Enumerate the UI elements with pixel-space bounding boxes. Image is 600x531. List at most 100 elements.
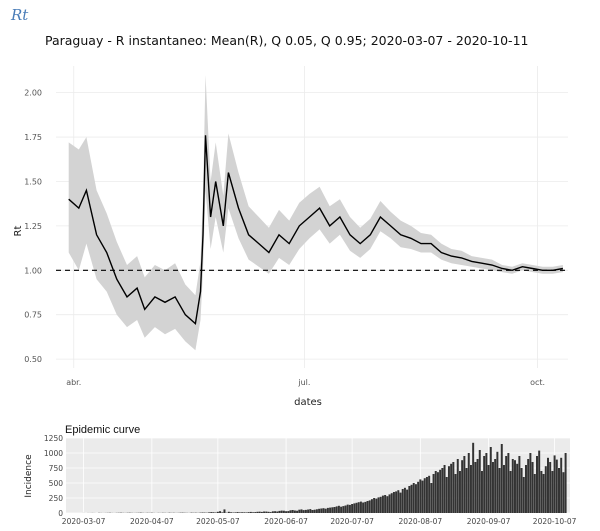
epi-bar-90 xyxy=(280,510,283,513)
epi-bar-100 xyxy=(302,510,305,513)
epi-bar-83 xyxy=(265,511,268,513)
epi-bar-155 xyxy=(423,478,426,513)
rt-x-tick-1: jul. xyxy=(297,378,310,387)
epi-bar-207 xyxy=(538,450,541,513)
epi-bar-70 xyxy=(236,512,239,513)
epi-bar-66 xyxy=(227,511,230,513)
epi-bar-163 xyxy=(441,468,444,513)
epi-y-tick-4: 1000 xyxy=(44,449,63,458)
epi-bar-135 xyxy=(379,496,382,513)
epi-bar-142 xyxy=(395,491,398,513)
epidemic-curve-y-axis-label: Incidence xyxy=(24,454,34,498)
epi-bar-213 xyxy=(551,471,554,513)
epi-bar-109 xyxy=(322,508,325,513)
epi-y-tick-3: 750 xyxy=(49,464,64,473)
epi-bar-152 xyxy=(417,481,420,513)
epi-bar-197 xyxy=(516,463,519,513)
epi-bar-184 xyxy=(487,465,490,513)
epi-bar-131 xyxy=(370,499,373,513)
epi-bar-194 xyxy=(509,471,512,513)
epi-bar-79 xyxy=(256,511,259,513)
epidemic-curve-bars xyxy=(82,442,567,513)
epi-bar-128 xyxy=(364,501,367,513)
epi-bar-127 xyxy=(362,502,365,513)
epi-bar-161 xyxy=(436,472,439,513)
epi-bar-157 xyxy=(428,475,431,513)
epi-bar-123 xyxy=(353,503,356,513)
epi-bar-144 xyxy=(399,492,402,513)
epi-bar-137 xyxy=(384,495,387,513)
epi-bar-58 xyxy=(210,512,213,513)
epi-bar-124 xyxy=(355,502,358,513)
epi-bar-59 xyxy=(212,512,215,513)
epi-bar-219 xyxy=(564,453,567,513)
epi-bar-179 xyxy=(476,459,479,513)
epi-bar-104 xyxy=(311,510,314,513)
epi-bar-196 xyxy=(513,460,516,513)
epi-bar-80 xyxy=(258,511,261,513)
rt-confidence-band xyxy=(68,74,563,351)
epi-bar-91 xyxy=(282,510,285,513)
epi-y-tick-5: 1250 xyxy=(44,434,63,443)
rt-y-tick-5: 1.75 xyxy=(24,133,42,142)
epi-bar-63 xyxy=(221,512,224,513)
epi-bar-189 xyxy=(498,468,501,513)
epi-bar-93 xyxy=(287,511,290,513)
epi-bar-159 xyxy=(432,474,435,513)
rt-x-tick-0: abr. xyxy=(66,378,81,387)
page-label: Rt xyxy=(11,6,29,24)
epi-bar-102 xyxy=(307,509,310,513)
epi-bar-211 xyxy=(547,457,549,513)
epi-bar-181 xyxy=(480,471,483,513)
epi-bar-169 xyxy=(454,474,457,513)
epi-bar-215 xyxy=(555,459,558,513)
epi-bar-86 xyxy=(271,511,274,513)
epi-y-tick-2: 500 xyxy=(49,479,64,488)
epi-bar-112 xyxy=(329,507,332,513)
epi-bar-95 xyxy=(291,510,294,513)
epi-bar-141 xyxy=(392,492,395,513)
epi-bar-176 xyxy=(469,465,472,513)
rt-mean-line xyxy=(68,135,564,325)
epi-bar-204 xyxy=(531,462,534,513)
epi-bar-74 xyxy=(245,512,248,513)
epi-bar-61 xyxy=(216,511,219,513)
epi-bar-153 xyxy=(419,479,422,513)
epi-bar-139 xyxy=(388,494,391,513)
epi-x-tick-1: 2020-04-07 xyxy=(130,517,174,526)
epi-bar-193 xyxy=(507,453,510,513)
epi-bar-180 xyxy=(478,450,481,513)
epi-bar-164 xyxy=(443,465,446,513)
epi-x-tick-6: 2020-09-07 xyxy=(467,517,511,526)
epi-bar-110 xyxy=(324,508,327,513)
epi-bar-81 xyxy=(260,511,263,513)
epi-bar-216 xyxy=(558,468,560,513)
epi-bar-162 xyxy=(439,469,442,513)
epi-bar-118 xyxy=(342,506,345,513)
epi-bar-190 xyxy=(500,444,503,513)
epi-bar-151 xyxy=(414,484,417,513)
epi-bar-182 xyxy=(483,456,486,513)
epi-bar-116 xyxy=(337,505,340,513)
epi-bar-208 xyxy=(540,471,543,513)
epi-bar-185 xyxy=(489,447,492,513)
epi-bar-64 xyxy=(223,509,226,513)
epi-bar-195 xyxy=(511,459,514,513)
epi-bar-140 xyxy=(390,493,393,513)
epi-bar-92 xyxy=(285,511,288,513)
epi-bar-97 xyxy=(296,510,299,513)
epi-bar-106 xyxy=(315,509,318,513)
epi-bar-132 xyxy=(373,498,376,513)
epi-bar-122 xyxy=(351,504,354,513)
epi-bar-107 xyxy=(318,508,321,513)
epi-bar-170 xyxy=(456,459,459,513)
epi-x-tick-4: 2020-07-07 xyxy=(330,517,374,526)
epi-bar-192 xyxy=(505,456,508,513)
epi-bar-160 xyxy=(434,471,437,513)
rt-y-axis-label: Rt xyxy=(13,225,24,236)
epi-bar-198 xyxy=(518,456,521,513)
epi-bar-147 xyxy=(406,489,409,513)
epi-bar-143 xyxy=(397,490,400,513)
epi-bar-103 xyxy=(309,509,312,513)
